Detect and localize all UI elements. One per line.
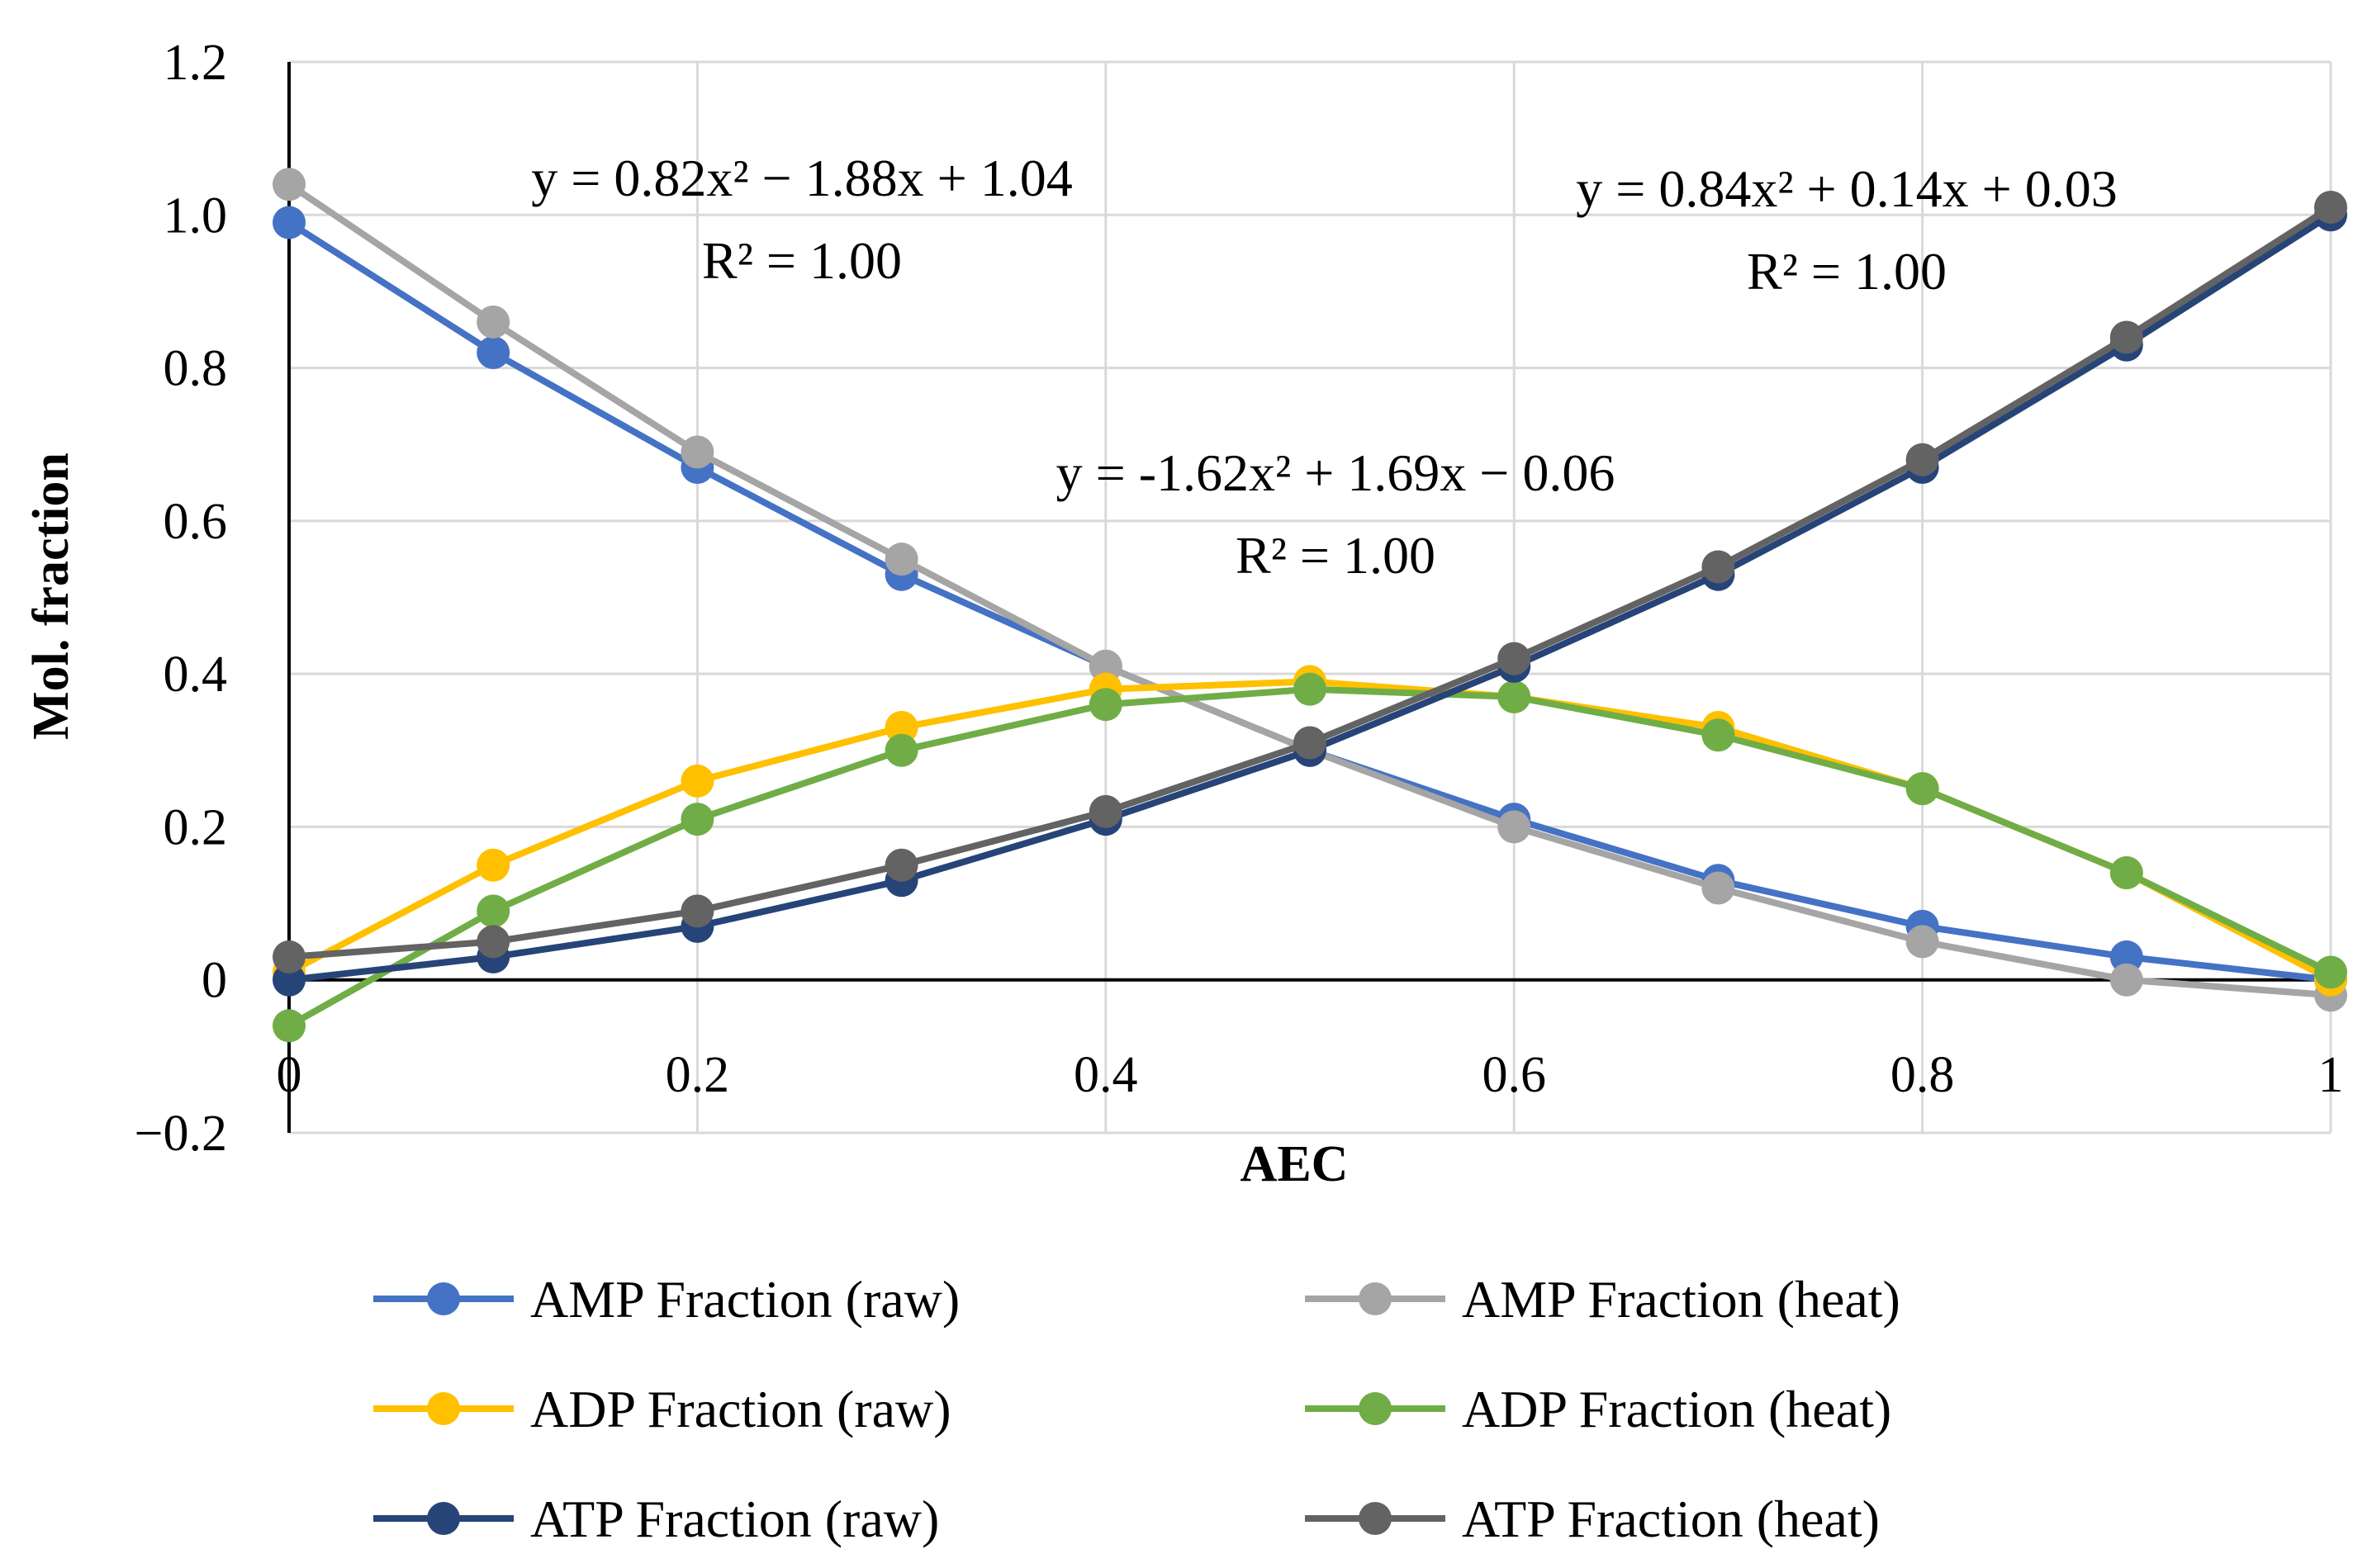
series-adp-fraction-heat bbox=[273, 672, 2347, 1043]
series-amp-fraction-raw bbox=[273, 206, 2347, 997]
legend-marker bbox=[427, 1282, 460, 1315]
data-point bbox=[2109, 963, 2143, 997]
legend-label: AMP Fraction (heat) bbox=[1462, 1270, 1900, 1329]
annotation-atp-equation: y = 0.84x² + 0.14x + 0.03 bbox=[1576, 159, 2117, 218]
legend-item: ADP Fraction (raw) bbox=[373, 1380, 951, 1438]
tick-labels: −0.2 0 0.2 0.4 0.6 0.8 1.0 1.2 0 0.2 0.4 0.6 0.8 1 bbox=[135, 35, 2344, 1162]
axes bbox=[287, 62, 2331, 1133]
data-point bbox=[273, 963, 306, 997]
y-tick-label: 0.8 bbox=[164, 341, 228, 397]
data-point bbox=[273, 168, 306, 201]
data-point bbox=[273, 206, 306, 239]
data-point bbox=[681, 803, 714, 836]
legend-label: ADP Fraction (heat) bbox=[1462, 1380, 1891, 1438]
data-point bbox=[681, 894, 714, 928]
y-tick-label: 0 bbox=[202, 953, 227, 1009]
series-layer bbox=[273, 168, 2347, 1043]
legend-label: ATP Fraction (heat) bbox=[1462, 1490, 1880, 1548]
legend-label: ATP Fraction (raw) bbox=[530, 1490, 939, 1548]
x-tick-label: 0.2 bbox=[666, 1047, 730, 1103]
data-point bbox=[477, 848, 510, 882]
data-point bbox=[681, 764, 714, 798]
legend-item: AMP Fraction (heat) bbox=[1305, 1270, 1900, 1329]
legend-marker bbox=[1359, 1392, 1392, 1425]
data-point bbox=[477, 894, 510, 928]
data-point bbox=[885, 710, 918, 744]
data-point bbox=[273, 1009, 306, 1043]
data-point bbox=[1905, 772, 1939, 806]
y-tick-label: 0.6 bbox=[164, 494, 228, 550]
x-tick-label: 0.6 bbox=[1482, 1047, 1546, 1103]
data-point bbox=[2314, 191, 2347, 225]
y-tick-label: 0.2 bbox=[164, 799, 228, 855]
data-point bbox=[1905, 443, 1939, 476]
y-tick-label: −0.2 bbox=[135, 1106, 227, 1162]
y-tick-label: 0.4 bbox=[164, 647, 228, 703]
series-atp-fraction-raw bbox=[273, 198, 2347, 997]
y-axis-title: Mol. fraction bbox=[23, 452, 79, 740]
data-point bbox=[1089, 688, 1122, 722]
legend-item: ATP Fraction (heat) bbox=[1305, 1490, 1880, 1548]
legend-marker bbox=[1359, 1282, 1392, 1315]
data-point bbox=[1701, 718, 1735, 752]
equation-annotations: y = 0.82x² − 1.88x + 1.04 R² = 1.00 y = … bbox=[531, 149, 2117, 585]
data-point bbox=[1905, 925, 1939, 959]
legend-marker bbox=[427, 1502, 460, 1535]
legend-item: ADP Fraction (heat) bbox=[1305, 1380, 1891, 1438]
grid-lines bbox=[289, 60, 2332, 1135]
legend-item: AMP Fraction (raw) bbox=[373, 1270, 960, 1329]
data-point bbox=[1701, 550, 1735, 584]
data-point bbox=[1497, 642, 1531, 675]
x-tick-label: 1 bbox=[2318, 1047, 2344, 1103]
data-point bbox=[477, 925, 510, 959]
legend-label: ADP Fraction (raw) bbox=[530, 1380, 951, 1438]
data-point bbox=[273, 940, 306, 973]
data-point bbox=[1701, 871, 1735, 905]
data-point bbox=[1089, 649, 1122, 683]
data-point bbox=[1497, 810, 1531, 844]
data-point bbox=[885, 542, 918, 576]
annotation-atp-r2: R² = 1.00 bbox=[1747, 242, 1947, 301]
data-point bbox=[2109, 320, 2143, 354]
data-point bbox=[885, 733, 918, 767]
annotation-amp-equation: y = 0.82x² − 1.88x + 1.04 bbox=[531, 149, 1072, 207]
annotation-adp-r2: R² = 1.00 bbox=[1236, 526, 1435, 585]
data-point bbox=[681, 435, 714, 469]
x-axis-title: AEC bbox=[1241, 1136, 1349, 1192]
annotation-amp-r2: R² = 1.00 bbox=[702, 231, 902, 290]
y-tick-label: 1.0 bbox=[164, 187, 228, 244]
annotation-adp-equation: y = -1.62x² + 1.69x − 0.06 bbox=[1056, 443, 1615, 502]
data-point bbox=[1293, 672, 1326, 706]
series-atp-fraction-heat bbox=[273, 191, 2347, 973]
x-tick-label: 0.4 bbox=[1074, 1047, 1138, 1103]
legend-label: AMP Fraction (raw) bbox=[530, 1270, 960, 1329]
data-point bbox=[477, 305, 510, 339]
y-tick-label: 1.2 bbox=[164, 35, 228, 91]
legend: AMP Fraction (raw) AMP Fraction (heat) ADP… bbox=[373, 1270, 1900, 1548]
legend-item: ATP Fraction (raw) bbox=[373, 1490, 939, 1548]
data-point bbox=[1293, 726, 1326, 760]
legend-marker bbox=[1359, 1502, 1392, 1535]
data-point bbox=[2314, 955, 2347, 989]
data-point bbox=[1497, 680, 1531, 713]
data-point bbox=[2109, 940, 2143, 973]
data-point bbox=[2109, 856, 2143, 890]
data-point bbox=[1089, 794, 1122, 828]
x-tick-label: 0.8 bbox=[1890, 1047, 1955, 1103]
series-amp-fraction-heat bbox=[273, 168, 2347, 1012]
legend-marker bbox=[427, 1392, 460, 1425]
data-point bbox=[477, 336, 510, 370]
series-line bbox=[287, 181, 2332, 999]
x-tick-label: 0 bbox=[277, 1047, 302, 1103]
data-point bbox=[885, 848, 918, 882]
